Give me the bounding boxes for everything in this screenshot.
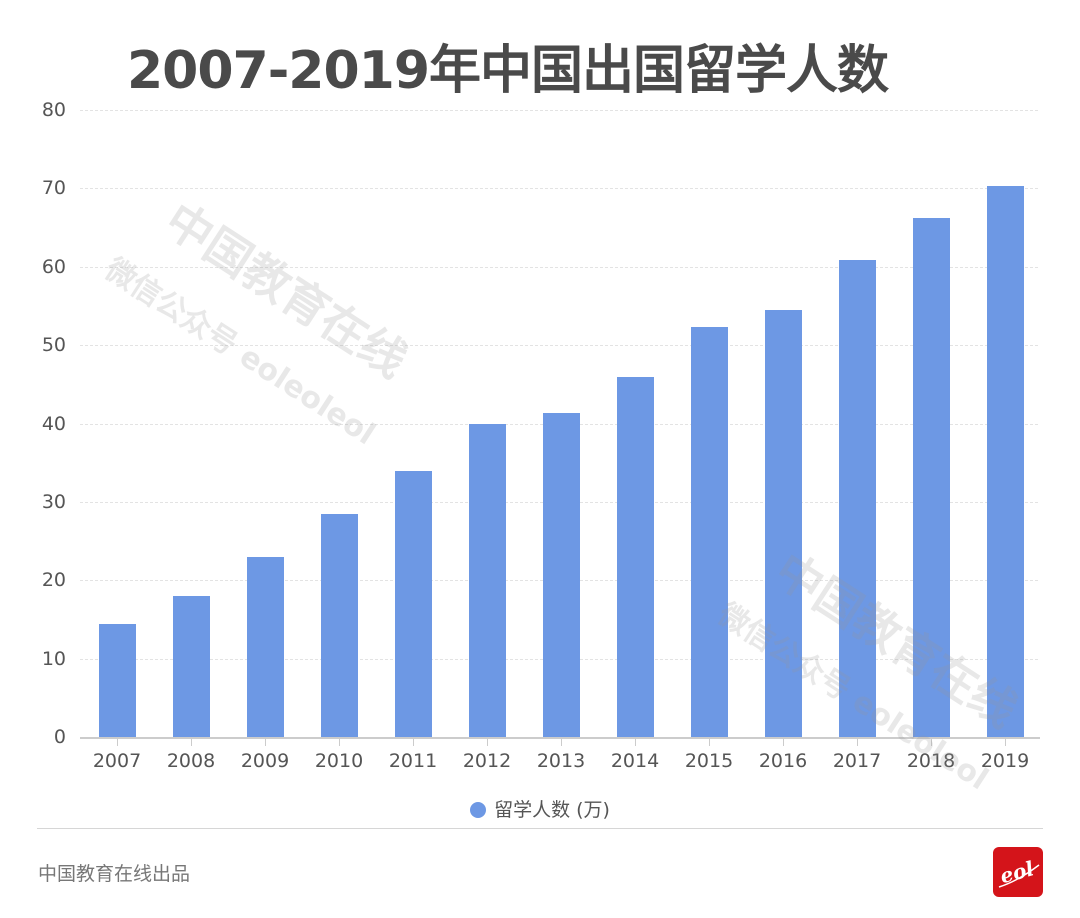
- gridline: [80, 266, 1038, 268]
- chart-title: 2007-2019年中国出国留学人数: [126, 41, 889, 101]
- bar-chart-plot: 0 10 20 30 40 50 60 70 80 2007 2008 2009 2010 2011 201…: [41, 99, 1040, 772]
- y-axis-tick-label: 50: [41, 334, 66, 357]
- x-axis-tick-label: 2018: [906, 750, 956, 772]
- gridline: [80, 188, 1038, 190]
- x-axis-line: [80, 737, 1040, 739]
- x-axis-tick: [561, 739, 562, 746]
- y-axis-tick-label: 0: [53, 726, 66, 748]
- y-axis-tick-label: 30: [41, 490, 66, 513]
- y-axis-tick-label: 80: [41, 99, 66, 121]
- y-axis-tick-label: 70: [41, 177, 66, 200]
- x-axis-tick: [709, 739, 710, 746]
- x-axis-tick: [857, 739, 858, 746]
- x-axis-tick-label: 2013: [536, 750, 586, 772]
- bar-2018[interactable]: [912, 218, 950, 737]
- bar-2011[interactable]: [394, 470, 432, 737]
- bar-2019[interactable]: [986, 185, 1024, 737]
- gridline: [80, 345, 1038, 347]
- x-axis-tick-label: 2009: [240, 750, 290, 772]
- footer-credit: 中国教育在线出品: [38, 863, 191, 885]
- y-axis-tick-label: 20: [41, 569, 66, 592]
- x-axis-tick-label: 2008: [166, 750, 216, 772]
- x-axis-tick-label: 2014: [610, 750, 660, 772]
- bar-2013[interactable]: [542, 412, 580, 737]
- x-axis-tick-label: 2015: [684, 750, 734, 772]
- footer-divider: [37, 828, 1043, 829]
- eol-logo-icon: eol: [993, 847, 1043, 897]
- bar-2008[interactable]: [172, 596, 210, 737]
- x-axis-tick-label: 2012: [462, 750, 512, 772]
- y-axis-tick-label: 40: [41, 412, 66, 435]
- bar-2016[interactable]: [764, 310, 802, 737]
- bar-2017[interactable]: [838, 260, 876, 737]
- bar-2012[interactable]: [468, 423, 506, 737]
- x-axis-tick: [635, 739, 636, 746]
- bar-2014[interactable]: [616, 376, 654, 737]
- x-axis-tick-label: 2011: [388, 750, 438, 772]
- x-axis-tick-label: 2010: [314, 750, 364, 772]
- x-axis-tick: [1005, 739, 1006, 746]
- legend-label: 留学人数 (万): [494, 799, 610, 821]
- y-axis-tick-label: 10: [41, 647, 66, 670]
- x-axis-tick-label: 2017: [832, 750, 882, 772]
- legend-marker-icon: [470, 802, 487, 818]
- x-axis-tick: [931, 739, 932, 746]
- bar-2015[interactable]: [690, 326, 728, 737]
- x-axis-tick-label: 2016: [758, 750, 808, 772]
- x-axis-tick-label: 2007: [92, 750, 142, 772]
- y-axis-tick-label: 60: [41, 255, 66, 278]
- x-axis-tick: [487, 739, 488, 746]
- svg-text:eol: eol: [998, 856, 1037, 888]
- bar-2007[interactable]: [98, 624, 136, 737]
- x-axis-tick: [265, 739, 266, 746]
- x-axis-tick-label: 2019: [980, 750, 1030, 772]
- x-axis-tick: [413, 739, 414, 746]
- gridline: [80, 110, 1038, 111]
- bar-2010[interactable]: [320, 513, 358, 737]
- x-axis-tick: [783, 739, 784, 746]
- x-axis-tick: [339, 739, 340, 746]
- x-axis-tick: [117, 739, 118, 746]
- x-axis-tick: [191, 739, 192, 746]
- bar-2009[interactable]: [246, 557, 284, 737]
- legend[interactable]: 留学人数 (万): [0, 795, 1080, 822]
